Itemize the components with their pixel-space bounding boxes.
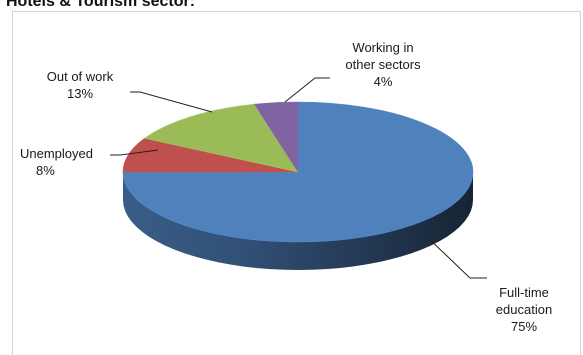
- leader-line-unemployed: [110, 149, 159, 156]
- slice-label-unemployed: Unemployed 8%: [20, 146, 93, 178]
- slice-name-out-of-work: Out of work: [47, 69, 114, 84]
- slice-value-unemployed: 8%: [36, 163, 55, 178]
- labels-group: Full-time education 75% Unemployed 8% Out of …: [20, 40, 552, 334]
- slice-name-full-time-education: education: [496, 302, 552, 317]
- slice-value-out-of-work: 13%: [67, 86, 93, 101]
- slice-value-working-in-other-sectors: 4%: [374, 74, 393, 89]
- slice-value-full-time-education: 75%: [511, 319, 537, 334]
- slice-label-working-in-other-sectors: Working in other sectors 4%: [345, 40, 421, 89]
- leader-lines-group: [110, 77, 487, 279]
- slice-name-working-in-other-sectors: Working in: [352, 40, 413, 55]
- pie-slice-out-of-work: [143, 103, 299, 173]
- pie-slice-working-in-other-sectors: [253, 101, 299, 174]
- slice-name-full-time-education: Full-time: [499, 285, 549, 300]
- pie-sides-group: [123, 172, 473, 270]
- leader-line-out-of-work: [130, 91, 213, 113]
- slice-label-full-time-education: Full-time education 75%: [496, 285, 552, 334]
- leader-line-working-in-other-sectors: [284, 77, 330, 103]
- slice-label-out-of-work: Out of work 13%: [47, 69, 114, 101]
- page-title: Hotels & Tourism sector:: [6, 0, 195, 10]
- pie-tops-group: [122, 101, 474, 243]
- leader-line-full-time-education: [424, 234, 487, 279]
- slice-name-working-in-other-sectors: other sectors: [345, 57, 421, 72]
- pie-slice-side-full-time-education: [123, 172, 473, 270]
- slice-name-unemployed: Unemployed: [20, 146, 93, 161]
